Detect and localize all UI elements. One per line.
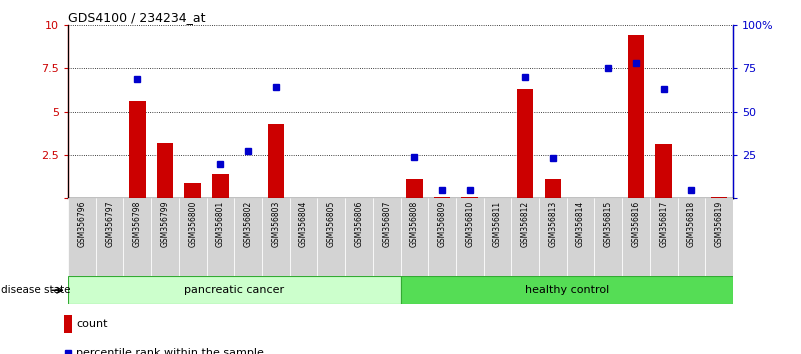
- Bar: [235, 198, 262, 276]
- Text: GSM356806: GSM356806: [355, 201, 364, 247]
- Text: pancreatic cancer: pancreatic cancer: [184, 285, 284, 295]
- Bar: [628, 35, 644, 198]
- Text: GSM356809: GSM356809: [437, 201, 446, 247]
- Bar: [406, 179, 423, 198]
- Bar: [710, 196, 727, 198]
- Bar: [157, 143, 173, 198]
- Bar: [567, 198, 594, 276]
- Text: GSM356812: GSM356812: [521, 201, 529, 247]
- Text: GSM356816: GSM356816: [631, 201, 641, 247]
- Text: GSM356798: GSM356798: [133, 201, 142, 247]
- Text: GSM356808: GSM356808: [410, 201, 419, 247]
- Text: percentile rank within the sample: percentile rank within the sample: [76, 348, 264, 354]
- Text: GSM356796: GSM356796: [78, 201, 87, 247]
- Bar: [184, 183, 201, 198]
- Bar: [179, 198, 207, 276]
- Bar: [594, 198, 622, 276]
- Bar: [484, 198, 511, 276]
- Text: GSM356810: GSM356810: [465, 201, 474, 247]
- Text: GSM356819: GSM356819: [714, 201, 723, 247]
- Text: GSM356811: GSM356811: [493, 201, 502, 247]
- Text: GSM356807: GSM356807: [382, 201, 391, 247]
- Bar: [461, 196, 478, 198]
- Bar: [123, 198, 151, 276]
- Text: GSM356802: GSM356802: [244, 201, 252, 247]
- Bar: [268, 124, 284, 198]
- Text: GSM356804: GSM356804: [299, 201, 308, 247]
- Bar: [539, 198, 567, 276]
- Bar: [678, 198, 705, 276]
- Bar: [262, 198, 290, 276]
- Bar: [650, 198, 678, 276]
- Bar: [705, 198, 733, 276]
- Bar: [129, 101, 146, 198]
- Bar: [622, 198, 650, 276]
- Bar: [345, 198, 372, 276]
- Text: count: count: [76, 319, 107, 330]
- Text: GSM356800: GSM356800: [188, 201, 197, 247]
- Bar: [96, 198, 123, 276]
- Text: GSM356801: GSM356801: [216, 201, 225, 247]
- Bar: [434, 196, 450, 198]
- Bar: [68, 198, 96, 276]
- Bar: [151, 198, 179, 276]
- Text: GSM356813: GSM356813: [549, 201, 557, 247]
- Text: GDS4100 / 234234_at: GDS4100 / 234234_at: [68, 11, 206, 24]
- Bar: [517, 89, 533, 198]
- Text: GSM356803: GSM356803: [272, 201, 280, 247]
- Text: GSM356814: GSM356814: [576, 201, 585, 247]
- Text: GSM356815: GSM356815: [604, 201, 613, 247]
- Bar: [429, 198, 456, 276]
- Bar: [400, 276, 733, 304]
- Bar: [372, 198, 400, 276]
- Bar: [290, 198, 317, 276]
- Bar: [511, 198, 539, 276]
- Text: GSM356817: GSM356817: [659, 201, 668, 247]
- Bar: [64, 315, 72, 333]
- Text: disease state: disease state: [1, 285, 70, 295]
- Text: GSM356797: GSM356797: [105, 201, 114, 247]
- Bar: [545, 179, 562, 198]
- Bar: [207, 198, 235, 276]
- Text: GSM356799: GSM356799: [160, 201, 170, 247]
- Bar: [655, 144, 672, 198]
- Bar: [68, 276, 400, 304]
- Bar: [317, 198, 345, 276]
- Text: GSM356805: GSM356805: [327, 201, 336, 247]
- Bar: [212, 174, 229, 198]
- Text: healthy control: healthy control: [525, 285, 609, 295]
- Bar: [400, 198, 429, 276]
- Text: GSM356818: GSM356818: [687, 201, 696, 247]
- Bar: [456, 198, 484, 276]
